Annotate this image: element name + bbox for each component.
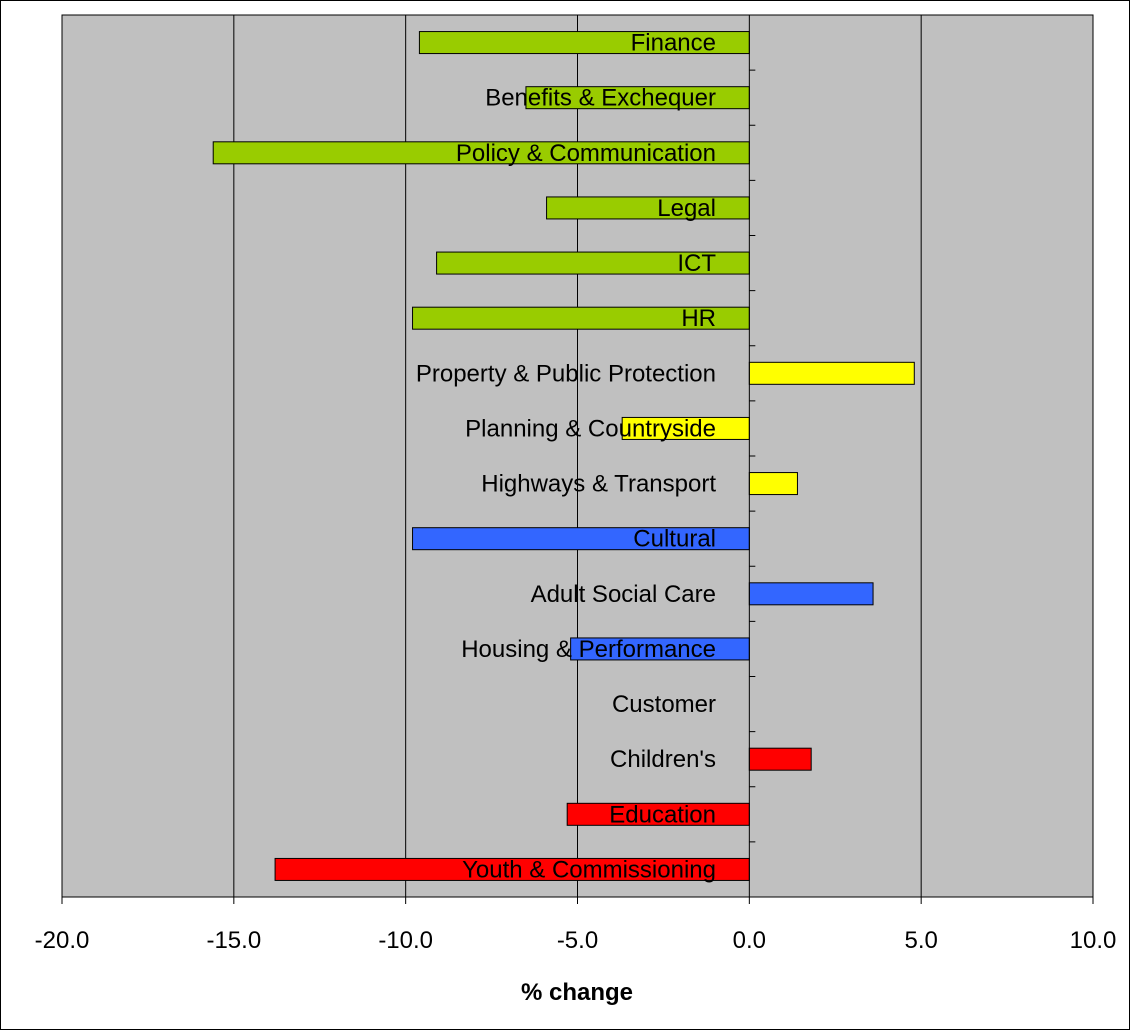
category-label: Housing & Performance	[461, 636, 716, 663]
x-tick-label: 5.0	[904, 927, 937, 954]
x-tick-label: 10.0	[1070, 927, 1117, 954]
category-label: Policy & Communication	[456, 140, 716, 167]
bar	[748, 582, 874, 606]
x-tick-label: 0.0	[733, 927, 766, 954]
category-label: Property & Public Protection	[416, 360, 716, 387]
bar	[748, 472, 798, 496]
category-label: Children's	[610, 746, 716, 773]
category-label: Legal	[657, 195, 716, 222]
category-label: Finance	[631, 30, 716, 57]
x-tick-label: -20.0	[35, 927, 90, 954]
category-label: Highways & Transport	[481, 471, 716, 498]
bar	[546, 196, 750, 220]
category-label: Customer	[612, 691, 716, 718]
category-label: Planning & Countryside	[465, 415, 716, 442]
category-label: Cultural	[633, 526, 716, 553]
category-label: Youth & Commissioning	[462, 856, 716, 883]
bar	[748, 361, 915, 385]
x-tick-label: -15.0	[206, 927, 261, 954]
category-label: Adult Social Care	[531, 581, 716, 608]
category-label: ICT	[677, 250, 716, 277]
category-label: Education	[609, 801, 716, 828]
x-tick-label: -5.0	[557, 927, 598, 954]
bar	[748, 747, 812, 771]
category-label: Benefits & Exchequer	[485, 85, 716, 112]
category-label: HR	[681, 305, 716, 332]
x-tick-label: -10.0	[378, 927, 433, 954]
x-axis-title: % change	[521, 979, 633, 1006]
